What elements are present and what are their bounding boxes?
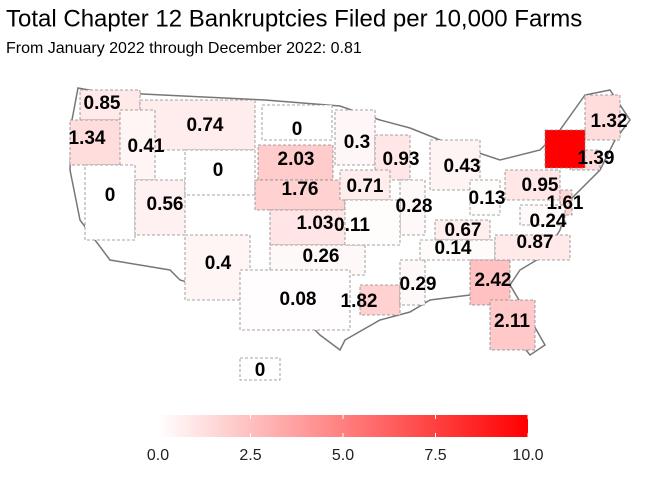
state-region — [504, 169, 561, 201]
state-region — [399, 259, 426, 306]
colorbar-tick-label: 0.0 — [147, 447, 169, 464]
value-label: 1.82 — [341, 291, 378, 312]
value-label: 0.26 — [303, 246, 340, 267]
colorbar-tick-label: 2.5 — [239, 447, 261, 464]
state-region — [184, 234, 251, 301]
value-label: 0.24 — [530, 211, 567, 232]
state-region — [519, 204, 566, 226]
state-region — [339, 169, 391, 201]
state-region — [489, 299, 536, 351]
value-label: 0.67 — [445, 220, 482, 241]
value-label: 0.11 — [334, 215, 370, 236]
state-region — [344, 199, 401, 246]
state-region — [139, 99, 256, 151]
value-label: 0.13 — [469, 188, 506, 209]
state-region — [359, 284, 401, 316]
value-label: 1.34 — [69, 128, 106, 149]
state-region — [469, 259, 511, 306]
value-label: 0.71 — [347, 176, 384, 197]
state-region — [84, 164, 136, 241]
colorbar-tick-label: 7.5 — [424, 447, 446, 464]
value-label: 0.87 — [517, 232, 554, 253]
colorbar-tick-label: 10.0 — [512, 447, 543, 464]
value-label: 1.61 — [547, 193, 584, 214]
value-label: 1.03 — [297, 213, 334, 234]
value-label: 0.43 — [444, 156, 481, 177]
value-label: 2.11 — [494, 311, 530, 332]
value-label: 0.56 — [147, 194, 184, 215]
state-region — [261, 104, 333, 141]
colorbar-tick-label: 5.0 — [332, 447, 354, 464]
map-title: Total Chapter 12 Bankruptcies Filed per … — [6, 5, 582, 32]
state-region — [269, 209, 356, 246]
value-label: 2.03 — [278, 149, 315, 170]
state-region — [469, 179, 501, 216]
state-region — [257, 144, 334, 181]
value-label: 1.39 — [578, 148, 615, 169]
value-label: 0.29 — [400, 274, 437, 295]
value-label: 0 — [105, 185, 116, 206]
value-label: 0.41 — [128, 136, 165, 157]
value-label: 0.95 — [522, 175, 559, 196]
value-label: 0.14 — [435, 238, 472, 259]
state-region — [184, 149, 256, 196]
state-region — [134, 179, 186, 236]
value-label: 0 — [213, 160, 224, 181]
value-label: 0.4 — [205, 253, 232, 274]
state-region — [494, 234, 571, 261]
value-label: 1.76 — [282, 179, 319, 200]
map-subtitle: From January 2022 through December 2022:… — [6, 40, 362, 57]
state-region — [584, 94, 621, 141]
value-label: 0 — [255, 360, 266, 381]
value-label: 0.08 — [280, 289, 317, 310]
value-label: 0.28 — [396, 196, 433, 217]
value-label: 0.85 — [84, 93, 121, 114]
value-label: 0.3 — [344, 132, 370, 153]
value-label: 0.74 — [187, 115, 224, 136]
state-region — [239, 269, 351, 331]
value-label: 0.93 — [383, 149, 420, 170]
state-region — [239, 357, 281, 381]
value-label: 0 — [292, 119, 303, 140]
value-label: 2.42 — [475, 270, 512, 291]
state-region — [544, 129, 586, 169]
value-label: 1.32 — [591, 111, 628, 132]
colorbar — [158, 415, 528, 437]
state-region — [334, 109, 376, 166]
